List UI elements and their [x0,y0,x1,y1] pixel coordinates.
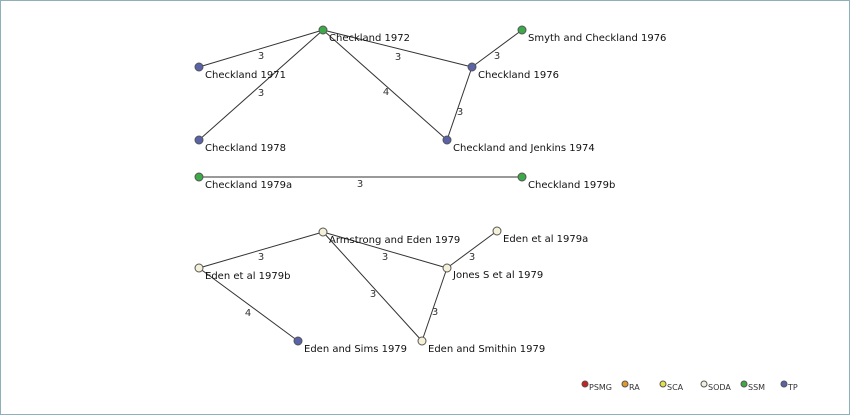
legend-label: RA [629,383,640,392]
node-marker[interactable] [442,263,452,273]
edge-weight-label: 3 [432,307,438,318]
legend-label: SCA [667,383,684,392]
edge-c1972-cj1974 [322,29,448,141]
edge-weight-label: 3 [357,179,363,190]
node-c1971[interactable]: Checkland 1971 [194,62,286,81]
node-marker[interactable] [517,25,527,35]
node-marker[interactable] [467,62,477,72]
edge-e1979b-es1979 [198,267,299,342]
node-marker[interactable] [194,263,204,273]
node-label: Checkland 1971 [205,70,286,81]
legend-item-tp: TP [780,380,798,392]
node-c1979a[interactable]: Checkland 1979a [194,172,292,191]
node-marker[interactable] [318,227,328,237]
edge-weight-label: 3 [469,252,475,263]
node-marker[interactable] [318,25,328,35]
node-c1978[interactable]: Checkland 1978 [194,135,286,154]
node-label: Checkland 1979b [528,180,615,191]
node-c1979b[interactable]: Checkland 1979b [517,172,615,191]
edge-js1979-esm1979 [421,267,448,342]
node-label: Checkland 1976 [478,70,559,81]
legend-swatch [581,380,589,388]
legend-item-ra: RA [621,380,640,392]
node-e1979b[interactable]: Eden et al 1979b [194,263,290,282]
node-label: Eden et al 1979b [205,271,290,282]
legend-label: TP [787,383,798,392]
node-label: Jones S et al 1979 [452,270,543,281]
legend-item-soda: SODA [700,380,731,392]
node-c1972[interactable]: Checkland 1972 [318,25,410,44]
edge-c1978-c1972 [198,29,324,141]
node-marker[interactable] [194,135,204,145]
legend: PSMG RA SCA SODA SSM TP [581,380,798,392]
legend-label: PSMG [589,383,612,392]
edges-layer: 3 3 3 4 3 3 3 3 3 3 3 3 4 [198,29,523,342]
node-es1979[interactable]: Eden and Sims 1979 [293,336,407,355]
legend-swatch [700,380,708,388]
node-c1976[interactable]: Checkland 1976 [467,62,559,81]
edge-ae1979-esm1979 [322,231,423,342]
edge-weight-label: 3 [382,252,388,263]
node-label: Checkland 1978 [205,143,286,154]
node-marker[interactable] [293,336,303,346]
edge-weight-label: 3 [258,88,264,99]
node-marker[interactable] [517,172,527,182]
node-label: Armstrong and Eden 1979 [329,235,460,246]
edge-e1979b-ae1979 [198,231,324,269]
edge-weight-label: 3 [457,107,463,118]
node-label: Smyth and Checkland 1976 [528,33,666,44]
legend-swatch [621,380,629,388]
edge-weight-label: 3 [494,51,500,62]
legend-swatch [780,380,788,388]
node-marker[interactable] [194,172,204,182]
legend-label: SODA [708,383,731,392]
legend-item-psmg: PSMG [581,380,612,392]
edge-ae1979-js1979 [322,231,448,269]
edge-weight-label: 3 [258,252,264,263]
node-label: Checkland 1979a [205,180,292,191]
node-cj1974[interactable]: Checkland and Jenkins 1974 [442,135,595,154]
edge-weight-label: 4 [383,87,389,98]
node-marker[interactable] [442,135,452,145]
node-label: Checkland 1972 [329,33,410,44]
edge-c1976-cj1974 [446,66,473,141]
edge-c1971-c1972 [198,29,324,68]
edge-weight-label: 4 [245,308,251,319]
legend-swatch [659,380,667,388]
nodes-layer: Checkland 1972 Checkland 1971 Checkland 19… [194,25,666,355]
node-label: Checkland and Jenkins 1974 [453,143,595,154]
legend-swatch [740,380,748,388]
legend-item-ssm: SSM [740,380,765,392]
node-js1979[interactable]: Jones S et al 1979 [442,263,543,281]
node-ae1979[interactable]: Armstrong and Eden 1979 [318,227,460,246]
edge-js1979-e1979a [446,230,498,269]
node-esm1979[interactable]: Eden and Smithin 1979 [417,336,545,355]
node-label: Eden and Sims 1979 [304,344,407,355]
edge-weight-label: 3 [370,289,376,300]
node-marker[interactable] [194,62,204,72]
node-marker[interactable] [492,226,502,236]
legend-label: SSM [748,383,765,392]
legend-item-sca: SCA [659,380,684,392]
node-e1979a[interactable]: Eden et al 1979a [492,226,588,245]
node-marker[interactable] [417,336,427,346]
edge-c1976-sc1976 [471,29,523,68]
edge-c1972-c1976 [322,29,473,68]
node-label: Eden and Smithin 1979 [428,344,545,355]
edge-weight-label: 3 [258,51,264,62]
edge-weight-label: 3 [395,52,401,63]
node-label: Eden et al 1979a [503,234,588,245]
node-sc1976[interactable]: Smyth and Checkland 1976 [517,25,666,44]
